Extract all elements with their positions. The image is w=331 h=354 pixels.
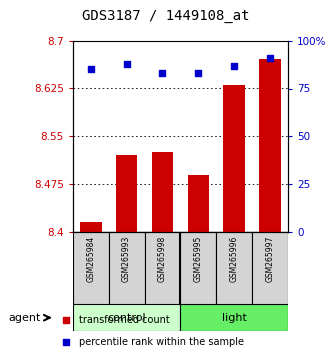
Bar bbox=[216, 232, 252, 304]
Bar bbox=[188, 175, 209, 232]
Bar bbox=[116, 155, 137, 232]
Text: GSM265998: GSM265998 bbox=[158, 235, 167, 282]
Bar bbox=[80, 222, 102, 232]
Bar bbox=[223, 85, 245, 232]
Point bbox=[88, 67, 93, 72]
Text: agent: agent bbox=[8, 313, 41, 323]
Bar bbox=[180, 304, 288, 331]
Bar bbox=[73, 232, 109, 304]
Point bbox=[160, 70, 165, 76]
Text: GDS3187 / 1449108_at: GDS3187 / 1449108_at bbox=[82, 9, 249, 23]
Bar bbox=[145, 232, 180, 304]
Text: GSM265996: GSM265996 bbox=[230, 235, 239, 282]
Point bbox=[196, 70, 201, 76]
Text: GSM265993: GSM265993 bbox=[122, 235, 131, 282]
Bar bbox=[180, 232, 216, 304]
Text: GSM265997: GSM265997 bbox=[265, 235, 274, 282]
Text: control: control bbox=[107, 313, 146, 323]
Text: transformed count: transformed count bbox=[79, 315, 169, 325]
Text: GSM265995: GSM265995 bbox=[194, 235, 203, 282]
Text: light: light bbox=[222, 313, 247, 323]
Point bbox=[267, 55, 273, 61]
Bar bbox=[152, 152, 173, 232]
Text: GSM265984: GSM265984 bbox=[86, 235, 95, 282]
Point bbox=[64, 339, 69, 345]
Point bbox=[231, 63, 237, 68]
Bar bbox=[109, 232, 145, 304]
Bar bbox=[252, 232, 288, 304]
Text: percentile rank within the sample: percentile rank within the sample bbox=[79, 337, 244, 347]
Point bbox=[124, 61, 129, 67]
Bar bbox=[73, 304, 180, 331]
Point bbox=[64, 317, 69, 323]
Bar bbox=[259, 58, 281, 232]
